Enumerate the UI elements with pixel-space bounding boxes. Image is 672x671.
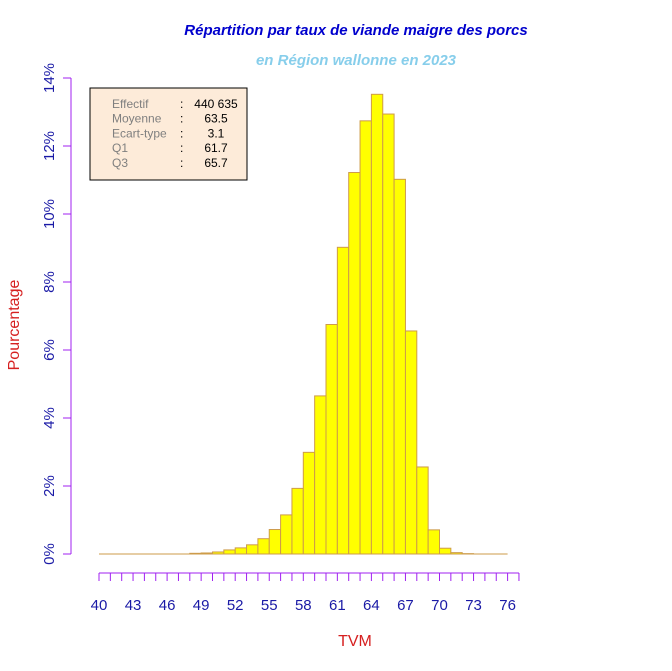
stat-label: Effectif <box>112 97 149 111</box>
bars-group <box>99 93 508 555</box>
x-tick-label: 70 <box>431 597 448 614</box>
x-tick-label: 46 <box>159 597 176 614</box>
x-tick-label: 40 <box>91 597 108 614</box>
histogram-bar <box>314 395 327 555</box>
histogram-bar <box>234 547 248 555</box>
histogram-bar <box>268 529 282 555</box>
y-axis: 0% 2% 4% 6% 8% 10% 12% 14% <box>41 63 72 565</box>
stats-box-frame <box>89 87 248 181</box>
stat-label: Ecart-type <box>112 126 167 140</box>
y-tick-label: 10% <box>41 199 58 229</box>
histogram-bar <box>280 514 293 555</box>
y-tick-label: 6% <box>41 339 58 361</box>
stat-separator: : <box>180 112 183 126</box>
histogram-bar <box>359 120 372 555</box>
stat-value: 65.7 <box>204 156 228 170</box>
histogram-bar <box>427 529 440 555</box>
histogram-bar <box>404 330 418 555</box>
histogram-bar <box>382 113 395 555</box>
chart-subtitle: en Région wallonne en 2023 <box>256 52 457 69</box>
stat-separator: : <box>180 156 183 170</box>
stat-separator: : <box>180 141 183 155</box>
stat-separator: : <box>180 126 183 140</box>
histogram-bar <box>223 549 236 555</box>
stat-label: Q1 <box>112 141 128 155</box>
stat-label: Q3 <box>112 156 128 170</box>
histogram-bar <box>416 466 429 555</box>
stat-label: Moyenne <box>112 112 162 126</box>
x-tick-label: 73 <box>465 597 482 614</box>
x-tick-label: 55 <box>261 597 278 614</box>
stat-value: 3.1 <box>208 126 225 140</box>
y-tick-label: 0% <box>41 543 58 565</box>
x-axis-label: TVM <box>338 633 372 650</box>
y-tick-label: 4% <box>41 407 58 429</box>
stat-separator: : <box>180 97 183 111</box>
histogram-bar <box>439 547 452 555</box>
x-tick-label: 58 <box>295 597 312 614</box>
histogram-bar <box>257 538 270 555</box>
x-tick-label: 49 <box>193 597 210 614</box>
histogram-bar <box>336 246 350 555</box>
histogram-bar <box>348 172 361 555</box>
y-tick-label: 12% <box>41 131 58 161</box>
histogram-bar <box>302 451 316 555</box>
x-tick-label: 61 <box>329 597 346 614</box>
histogram-bar <box>370 93 384 555</box>
stats-box: Effectif:440 635Moyenne:63.5Ecart-type:3… <box>89 87 248 181</box>
y-tick-label: 14% <box>41 63 58 93</box>
histogram-bar <box>325 324 338 555</box>
x-tick-label: 64 <box>363 597 380 614</box>
histogram-bar <box>291 487 304 555</box>
stat-value: 61.7 <box>204 141 228 155</box>
y-tick-label: 8% <box>41 271 58 293</box>
histogram-bar <box>246 544 259 555</box>
y-tick-label: 2% <box>41 475 58 497</box>
x-axis: 40 43 46 49 52 55 58 61 64 67 70 73 76 <box>91 572 520 614</box>
x-tick-label: 67 <box>397 597 414 614</box>
x-tick-label: 52 <box>227 597 244 614</box>
histogram-bar <box>393 178 406 555</box>
x-tick-label: 43 <box>125 597 142 614</box>
x-tick-label: 76 <box>499 597 516 614</box>
stat-value: 440 635 <box>194 97 238 111</box>
y-axis-label: Pourcentage <box>6 280 23 371</box>
stat-value: 63.5 <box>204 112 228 126</box>
chart-title: Répartition par taux de viande maigre de… <box>184 22 527 39</box>
